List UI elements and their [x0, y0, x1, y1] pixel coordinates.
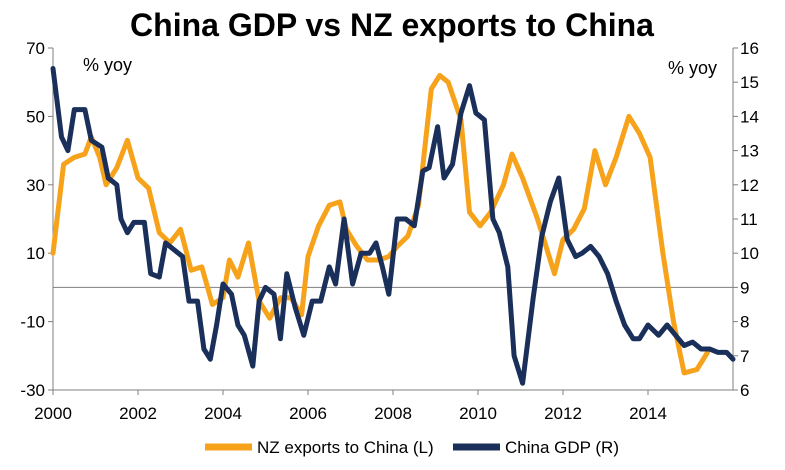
x-tick-label: 2000	[34, 404, 72, 423]
x-tick-label: 2014	[629, 404, 667, 423]
left-tick-label: 50	[26, 107, 45, 126]
left-tick-label: 70	[26, 39, 45, 58]
chart-title: China GDP vs NZ exports to China	[130, 7, 654, 43]
x-tick-label: 2012	[544, 404, 582, 423]
legend-label-china-gdp: China GDP (R)	[505, 438, 619, 457]
right-tick-label: 8	[740, 313, 749, 332]
left-tick-label: 10	[26, 244, 45, 263]
x-tick-label: 2010	[459, 404, 497, 423]
x-axis-ticks: 2000 2002 2004 2006 2008 2010 2012 2014	[34, 390, 667, 423]
right-tick-label: 12	[740, 176, 759, 195]
right-tick-label: 11	[740, 210, 758, 229]
right-tick-label: 9	[740, 278, 749, 297]
right-tick-label: 15	[740, 73, 759, 92]
series-layer	[50, 66, 736, 386]
right-axis-ticks: 6 7 8 9 10 11 12 13 14 15 16	[733, 39, 759, 400]
left-axis-unit: % yoy	[83, 55, 132, 75]
x-tick-label: 2004	[204, 404, 242, 423]
right-axis-unit: % yoy	[668, 58, 717, 78]
right-tick-label: 14	[740, 107, 759, 126]
right-tick-label: 7	[740, 347, 749, 366]
right-tick-label: 16	[740, 39, 759, 58]
series-line-china-gdp	[50, 66, 736, 386]
left-axis-ticks: -30 -10 10 30 50 70	[20, 39, 53, 400]
right-tick-label: 10	[740, 244, 759, 263]
x-tick-label: 2006	[289, 404, 327, 423]
left-tick-label: -10	[20, 313, 45, 332]
left-tick-label: 30	[26, 176, 45, 195]
x-tick-label: 2002	[119, 404, 157, 423]
right-tick-label: 13	[740, 142, 759, 161]
legend: NZ exports to China (L) China GDP (R)	[205, 438, 619, 457]
left-tick-label: -30	[20, 381, 45, 400]
right-tick-label: 6	[740, 381, 749, 400]
legend-label-nz-exports: NZ exports to China (L)	[257, 438, 434, 457]
x-tick-label: 2008	[374, 404, 412, 423]
series-line-nz-exports	[50, 72, 710, 376]
